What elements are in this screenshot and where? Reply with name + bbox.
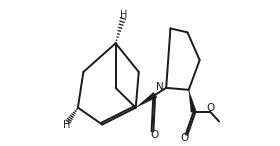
Text: O: O [181,133,189,143]
Polygon shape [189,90,196,112]
Text: H: H [120,10,127,20]
Text: O: O [150,130,158,140]
Text: H: H [63,120,71,130]
Polygon shape [136,92,157,108]
Text: N: N [156,82,164,92]
Text: O: O [207,103,215,113]
